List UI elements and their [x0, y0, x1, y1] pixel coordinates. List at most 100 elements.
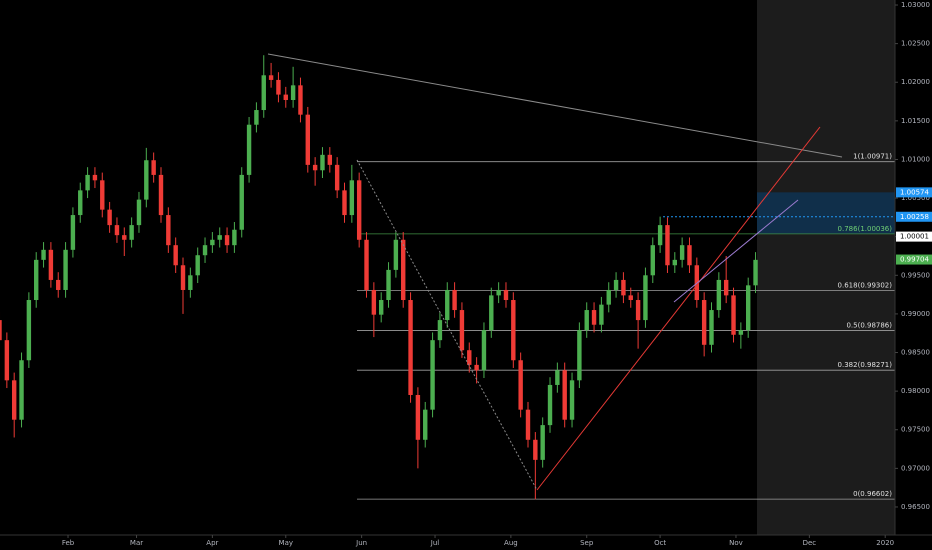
candle-body — [481, 330, 487, 371]
candle-body — [122, 235, 127, 240]
y-tick-label: 1.01000 — [901, 155, 930, 163]
fib-label: 0(0.96602) — [853, 490, 892, 498]
candle-body — [459, 310, 465, 351]
fib-diagonal — [356, 159, 538, 491]
y-tick-label: 0.97500 — [901, 426, 930, 434]
candle-body — [100, 180, 105, 210]
y-tick-label: 0.96500 — [901, 503, 930, 511]
candle-body — [210, 239, 215, 246]
candle-body — [511, 300, 516, 361]
candle-body — [327, 154, 333, 165]
candle-body — [78, 190, 83, 216]
x-tick-label: Oct — [654, 539, 666, 547]
y-tick-label: 1.01500 — [901, 117, 930, 125]
box-layer — [663, 192, 895, 234]
price-tag — [896, 187, 932, 198]
candle-body — [613, 279, 619, 290]
y-tick-label: 0.99000 — [901, 310, 930, 318]
candle-body — [305, 114, 310, 165]
candle-body — [533, 439, 538, 460]
candle-body — [364, 239, 369, 290]
candle-body — [342, 190, 347, 216]
candle-body — [70, 215, 76, 250]
candle-body — [92, 174, 98, 181]
price-tag — [896, 231, 932, 242]
fib-label: 0.786(1.00036) — [838, 225, 893, 233]
candle-body — [679, 245, 685, 260]
candle-body — [239, 174, 244, 230]
fib-label: 0.382(0.98271) — [838, 361, 893, 369]
candle-body — [107, 209, 112, 226]
candle-body — [672, 259, 677, 266]
candle-body — [445, 289, 450, 321]
candle-body — [180, 265, 186, 290]
candle-body — [745, 285, 751, 331]
candle-body — [665, 225, 670, 266]
candle-body — [378, 300, 384, 315]
x-tick-label: 2020 — [876, 539, 894, 547]
candle-body — [158, 174, 164, 216]
candle-body — [621, 279, 626, 296]
candle-body — [166, 215, 171, 246]
candle-body — [731, 295, 736, 335]
x-tick-label: Apr — [206, 539, 218, 547]
candles-layer — [0, 55, 758, 500]
candle-body — [261, 75, 266, 111]
y-tick-label: 1.00500 — [901, 194, 930, 202]
x-tick-label: Mar — [130, 539, 143, 547]
trend-line — [267, 53, 843, 158]
candle-body — [474, 364, 479, 371]
candle-body — [320, 154, 325, 171]
candle-body — [195, 255, 200, 276]
candle-body — [547, 384, 553, 426]
candle-body — [232, 229, 237, 246]
candle-body — [276, 79, 281, 95]
candle-body — [334, 164, 340, 191]
candle-body — [562, 370, 567, 420]
x-tick-label: May — [279, 539, 293, 547]
candle-body — [114, 225, 120, 236]
y-tick-label: 1.02000 — [901, 78, 930, 86]
fib-layer: 1(1.00971) 0.786(1.00036) 0.618(0.99302) 0.… — [357, 153, 895, 500]
candle-body — [723, 279, 729, 296]
candle-body — [467, 350, 472, 365]
candle-body — [540, 425, 545, 460]
candle-body — [298, 85, 303, 115]
candle-body — [393, 239, 399, 270]
candle-body — [283, 94, 288, 101]
axis-layer: 0.96500 0.97000 0.97500 0.98000 0.98500 0.990… — [62, 1, 932, 547]
fib-label: 1(1.00971) — [853, 153, 892, 161]
candle-body — [628, 295, 633, 301]
candle-body — [4, 340, 10, 381]
candle-body — [489, 295, 494, 331]
y-tick-label: 1.02500 — [901, 40, 930, 48]
price-tag-label: 0.99704 — [900, 256, 929, 264]
x-tick-label: Dec — [803, 539, 817, 547]
candle-body — [188, 275, 193, 290]
trend-line — [536, 126, 821, 491]
candle-body — [437, 320, 443, 341]
candle-body — [430, 340, 435, 410]
candle-body — [423, 409, 428, 440]
candle-body — [709, 310, 714, 345]
candle-body — [224, 235, 230, 246]
price-tag-label: 1.00001 — [900, 233, 929, 241]
candle-body — [217, 235, 222, 240]
future-zone — [757, 0, 895, 535]
fib-label: 0.618(0.99302) — [838, 282, 893, 290]
x-tick-label: Jul — [430, 539, 440, 547]
candle-body — [85, 174, 90, 191]
x-tick-label: Feb — [62, 539, 75, 547]
candle-body — [290, 85, 296, 101]
candle-body — [753, 259, 758, 286]
candle-body — [386, 269, 391, 301]
candle-body — [136, 199, 142, 226]
candle-body — [48, 249, 54, 280]
y-tick-label: 1.03000 — [901, 1, 930, 9]
candle-body — [687, 245, 692, 266]
candle-body — [63, 249, 68, 290]
candle-body — [129, 225, 134, 240]
candle-body — [371, 289, 377, 315]
trend-line — [673, 199, 799, 303]
price-tag-label: 1.00258 — [900, 213, 929, 221]
